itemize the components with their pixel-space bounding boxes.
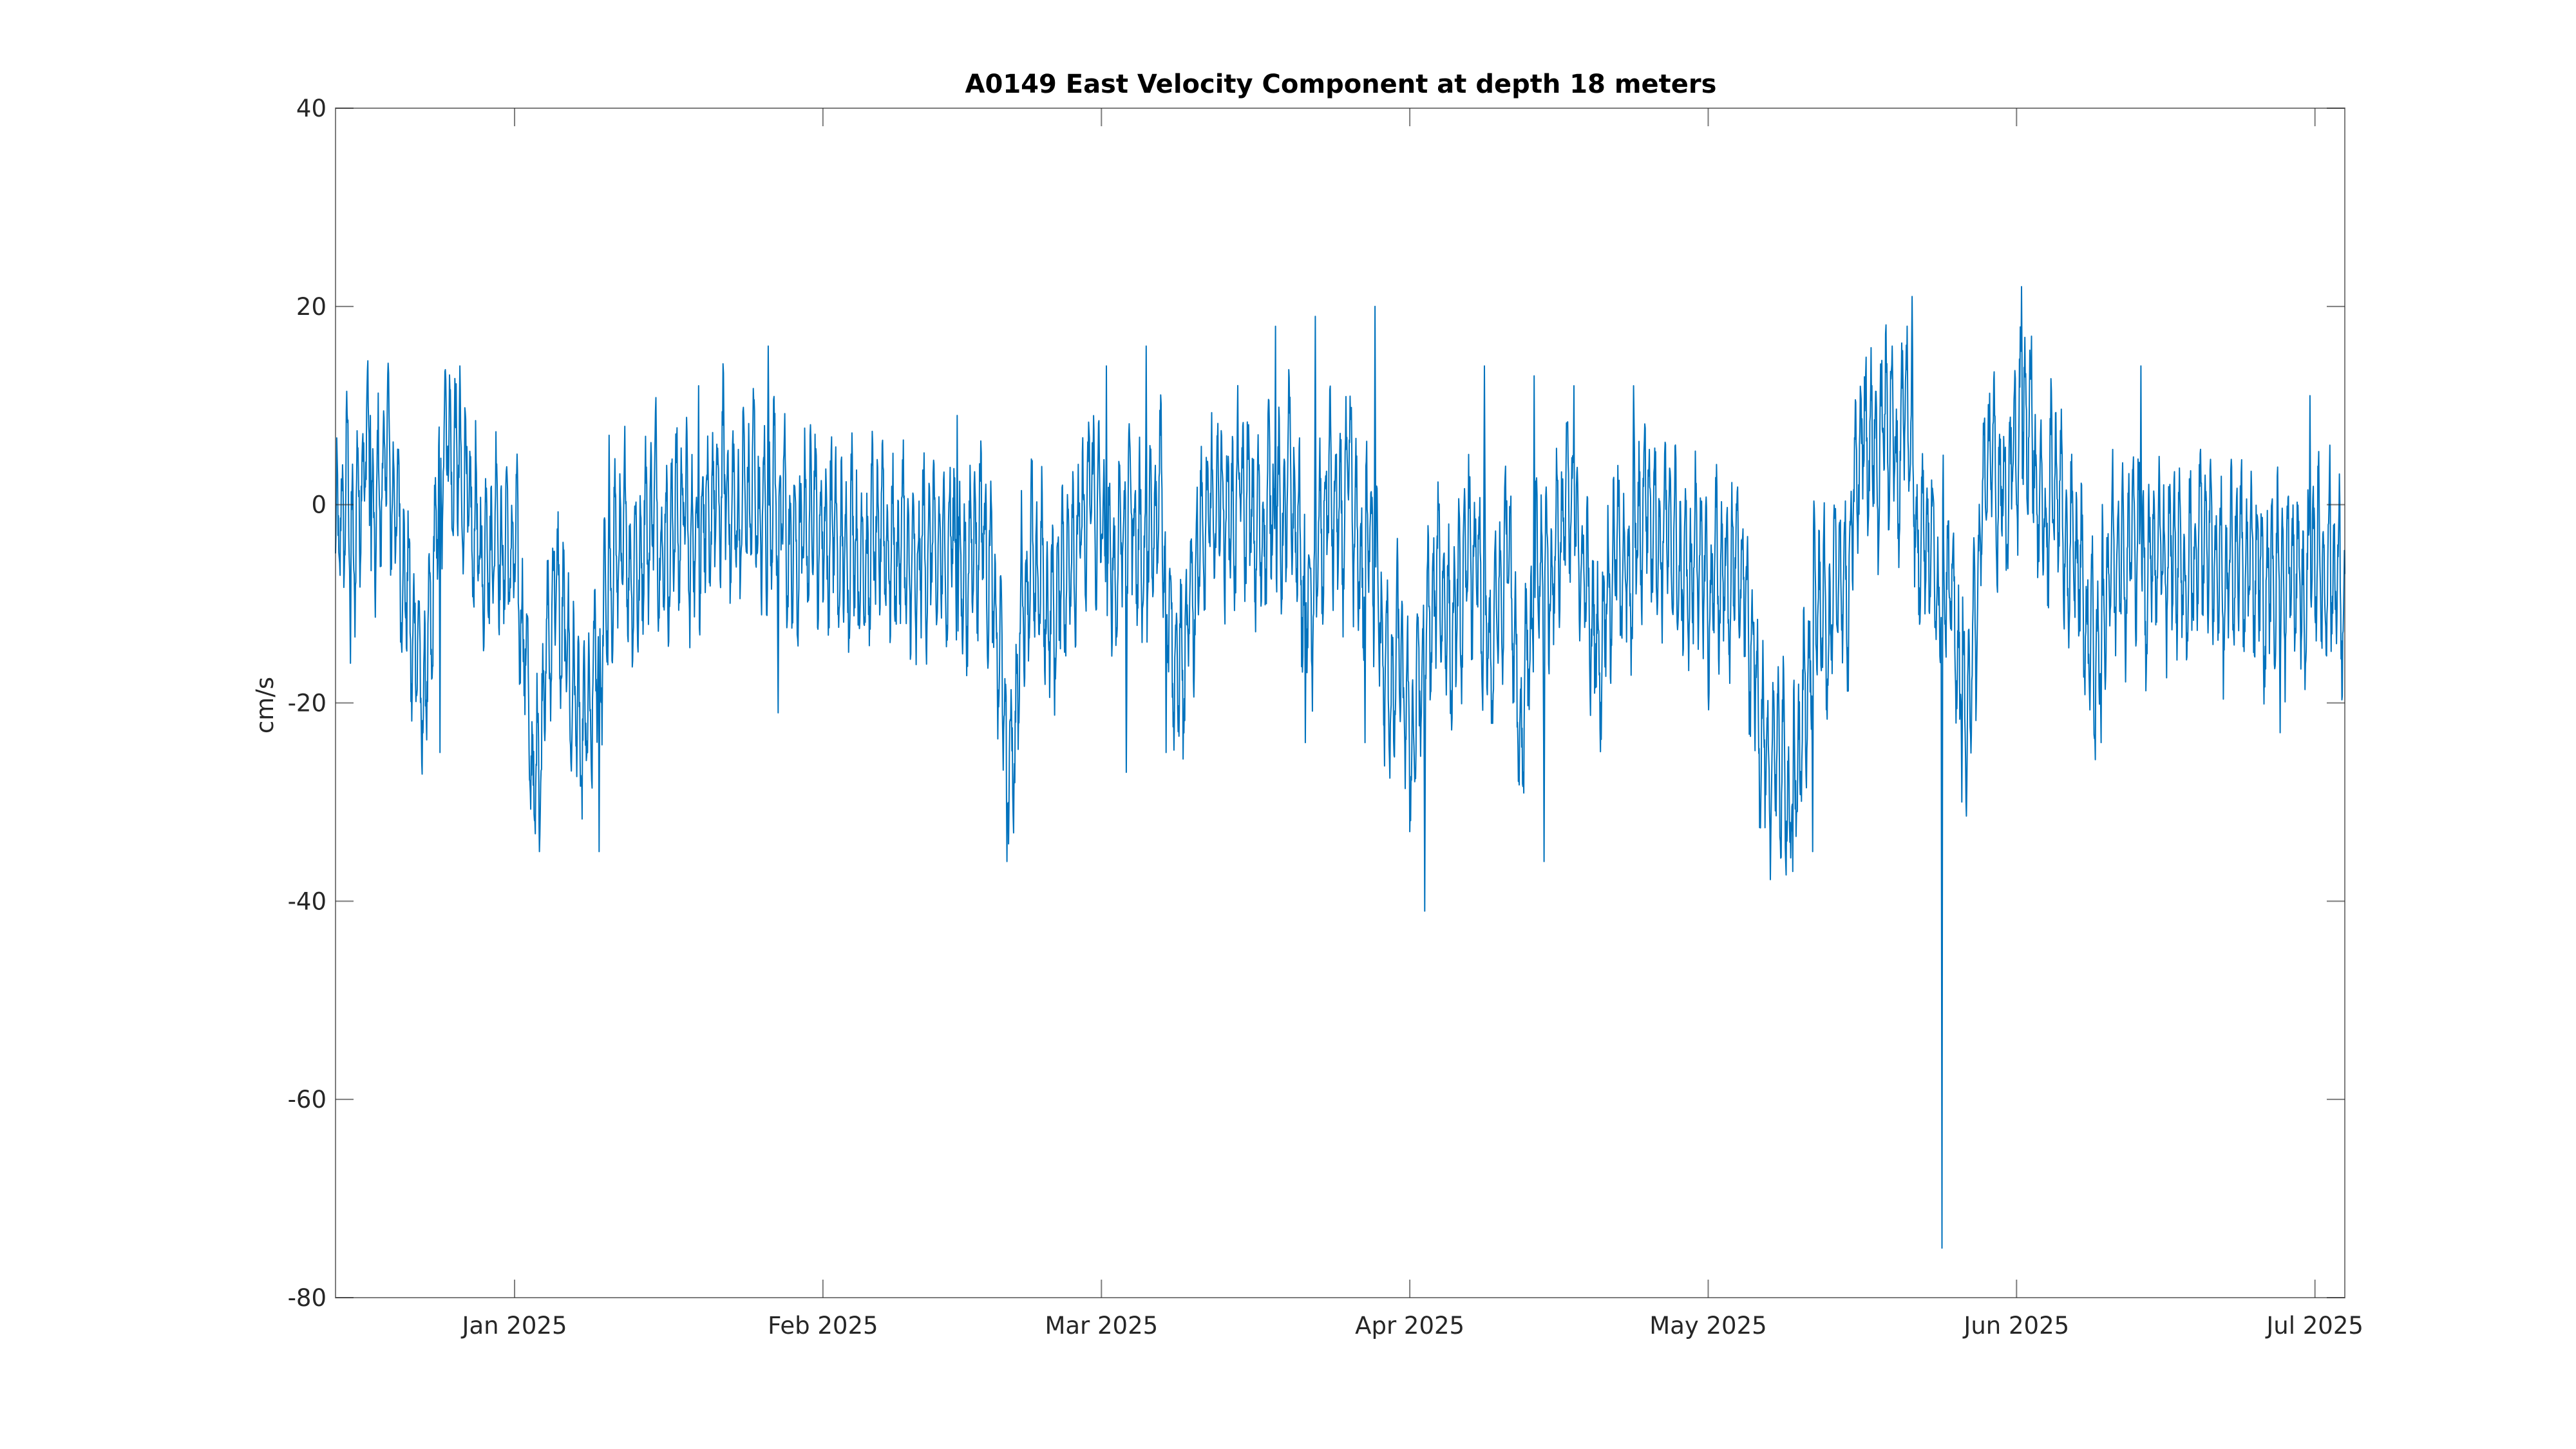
x-tick-label: Jul 2025 — [2265, 1312, 2363, 1340]
x-tick-label: Jun 2025 — [1962, 1312, 2069, 1340]
axis-ticks: 40 20 0 -20 -40 -60 -80 Jan 2025 Feb 2025 Mar 202… — [288, 95, 2363, 1340]
x-tick-label: Mar 2025 — [1045, 1312, 1158, 1340]
y-tick-label: 0 — [311, 491, 327, 519]
y-tick-label: -60 — [288, 1086, 327, 1113]
y-tick-label: -80 — [288, 1284, 327, 1312]
y-tick-label: 20 — [296, 293, 327, 321]
x-tick-label: May 2025 — [1649, 1312, 1766, 1340]
velocity-series-line — [335, 286, 2345, 1249]
plot-frame — [335, 108, 2345, 1298]
chart-title: A0149 East Velocity Component at depth 1… — [965, 70, 1717, 99]
x-tick-label: Jan 2025 — [461, 1312, 567, 1340]
y-tick-label: -20 — [288, 690, 327, 717]
x-tick-label: Feb 2025 — [768, 1312, 878, 1340]
y-axis-label: cm/s — [251, 677, 279, 734]
x-tick-label: Apr 2025 — [1355, 1312, 1464, 1340]
y-tick-label: -40 — [288, 887, 327, 915]
plot-area — [335, 286, 2345, 1249]
y-tick-label: 40 — [296, 95, 327, 122]
